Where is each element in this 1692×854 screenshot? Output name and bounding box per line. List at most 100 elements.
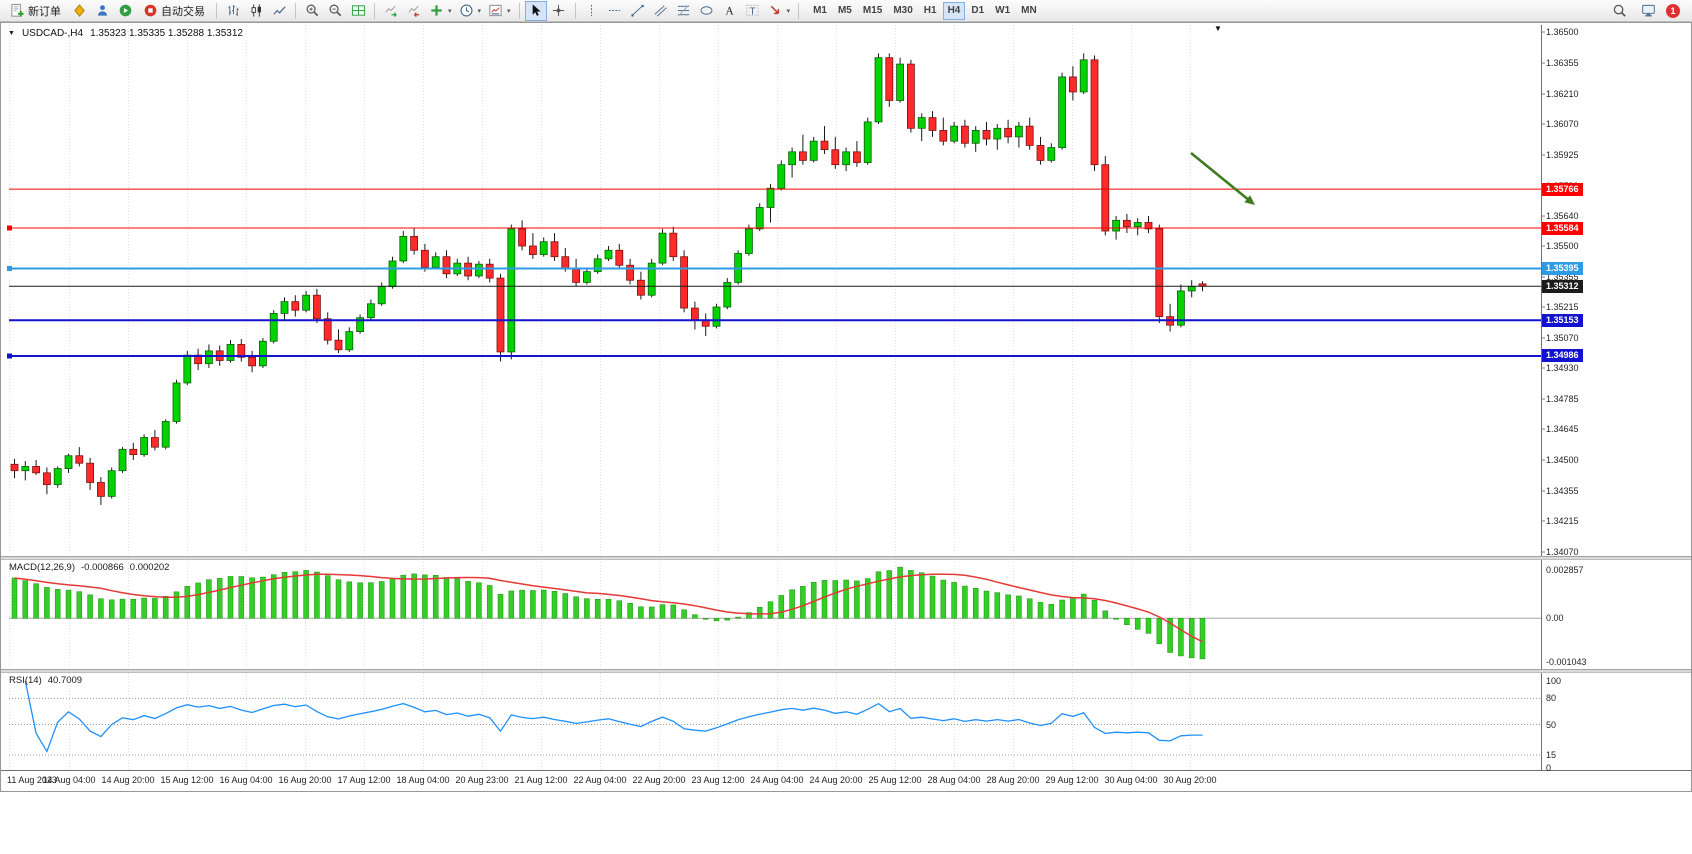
timeframe-button-m1[interactable]: M1 — [808, 2, 832, 20]
timeframe-button-h1[interactable]: H1 — [919, 2, 942, 20]
text-button[interactable]: A — [719, 1, 741, 21]
vertical-line-icon — [584, 3, 599, 18]
chart-title: ▼ USDCAD-,H4 1.35323 1.35335 1.35288 1.3… — [8, 28, 243, 39]
toolbar-right-group: 1 — [1608, 1, 1688, 21]
channel-icon — [653, 3, 668, 18]
price-axis-tick: 1.34785 — [1546, 394, 1579, 404]
chart-symbol-period: USDCAD-,H4 — [21, 28, 84, 39]
price-axis-tick: 1.35070 — [1546, 333, 1579, 344]
macd-name: MACD(12,26,9) — [9, 562, 75, 573]
price-line-badge: 1.35766 — [1542, 182, 1583, 196]
rsi-level-label: 50 — [1546, 719, 1557, 730]
time-axis-label: 24 Aug 20:00 — [809, 775, 863, 785]
gold-diamond-icon — [72, 3, 87, 18]
search-button[interactable] — [1608, 1, 1630, 21]
horizontal-line-button[interactable] — [604, 1, 626, 21]
rsi-level-label: 100 — [1546, 676, 1562, 686]
timeframe-button-m15[interactable]: M15 — [858, 2, 887, 20]
current-price-badge: 1.35312 — [1542, 279, 1583, 293]
chart-window[interactable]: ▼ USDCAD-,H4 1.35323 1.35335 1.35288 1.3… — [0, 22, 1692, 792]
new-order-button[interactable]: 新订单 — [4, 1, 67, 21]
tile-windows-button[interactable] — [347, 1, 369, 21]
zoom-in-button[interactable] — [301, 1, 323, 21]
new-order-label: 新订单 — [28, 5, 61, 18]
time-axis-label: 24 Aug 04:00 — [750, 775, 804, 785]
toolbar-separator — [798, 2, 800, 19]
autotrading-stop-icon — [143, 3, 158, 18]
pane-separator[interactable] — [1, 556, 1691, 560]
chart-shift-button[interactable] — [403, 1, 425, 21]
crosshair-button[interactable] — [548, 1, 570, 21]
grid-lines — [9, 25, 1545, 770]
line-chart-button[interactable] — [268, 1, 290, 21]
time-axis-label: 16 Aug 20:00 — [278, 775, 332, 785]
price-axis-tick: 1.34355 — [1546, 486, 1579, 497]
template-icon — [488, 3, 503, 18]
timeframe-button-mn[interactable]: MN — [1016, 2, 1042, 20]
trendline-button[interactable] — [627, 1, 649, 21]
clock-icon — [459, 3, 474, 18]
indicators-button[interactable]: ▾ — [426, 1, 455, 21]
timeframe-button-w1[interactable]: W1 — [990, 2, 1015, 20]
time-axis-label: 28 Aug 04:00 — [927, 775, 981, 785]
ohlc-bars-icon — [226, 3, 241, 18]
time-axis-label: 30 Aug 04:00 — [1104, 775, 1158, 785]
price-axis-tick: 1.34070 — [1546, 547, 1579, 558]
timeframe-button-h4[interactable]: H4 — [942, 1, 966, 20]
zoom-out-icon — [328, 3, 343, 18]
macd-histogram — [9, 566, 1541, 660]
desktop-button[interactable] — [1637, 1, 1659, 21]
one-click-trading-toggle[interactable]: ▼ — [8, 30, 15, 37]
axis-frame — [1, 25, 1691, 771]
chevron-down-icon: ▾ — [507, 7, 511, 15]
indicators-plus-icon — [429, 3, 444, 18]
time-axis[interactable]: 11 Aug 2023 14 Aug 04:00 14 Aug 20:00 15 Au… — [1, 770, 1691, 791]
candlestick-series — [10, 53, 1207, 505]
zoom-out-button[interactable] — [324, 1, 346, 21]
metaeditor-button[interactable] — [68, 1, 90, 21]
periods-button[interactable]: ▾ — [456, 1, 485, 21]
price-axis-tick: 1.35215 — [1546, 301, 1579, 312]
toolbar-separator — [216, 2, 217, 19]
timeframe-button-d1[interactable]: D1 — [966, 2, 989, 20]
price-axis-tick: 1.35355 — [1546, 272, 1579, 283]
time-axis-label: 14 Aug 20:00 — [101, 775, 155, 785]
macd-axis-max: 0.002857 — [1546, 565, 1584, 575]
person-icon — [95, 3, 110, 18]
pane-separator[interactable] — [1, 669, 1691, 673]
chart-shift-marker[interactable]: ▼ — [1214, 24, 1222, 33]
time-axis-label: 28 Aug 20:00 — [986, 775, 1040, 785]
autotrading-button[interactable]: 自动交易 — [137, 1, 211, 21]
timeframe-button-m5[interactable]: M5 — [833, 2, 857, 20]
toolbar-separator — [518, 2, 520, 19]
toolbar-separator — [574, 2, 576, 19]
fibonacci-button[interactable] — [673, 1, 695, 21]
notification-badge[interactable]: 1 — [1666, 3, 1680, 18]
candlestick-chart-button[interactable] — [245, 1, 267, 21]
timeframe-button-m30[interactable]: M30 — [888, 2, 917, 20]
price-line-badge: 1.35584 — [1542, 221, 1583, 235]
price-axis-tick: 1.34645 — [1546, 423, 1579, 434]
bar-chart-button[interactable] — [222, 1, 244, 21]
text-label-button[interactable]: T — [742, 1, 764, 21]
rsi-level-label: 80 — [1546, 693, 1557, 704]
macd-indicator-label: MACD(12,26,9) -0.000866 0.000202 — [9, 562, 169, 573]
market-watch-button[interactable] — [91, 1, 113, 21]
chart-canvas[interactable] — [1, 23, 1691, 791]
price-axis[interactable]: 1.36500 1.36355 1.36210 1.36070 1.35925 1.357… — [1541, 23, 1691, 773]
templates-button[interactable]: ▾ — [485, 1, 514, 21]
vertical-line-button[interactable] — [581, 1, 603, 21]
rsi-pane — [9, 697, 1541, 756]
shapes-button[interactable] — [696, 1, 718, 21]
strategy-tester-button[interactable] — [114, 1, 136, 21]
cursor-button[interactable] — [524, 0, 547, 21]
time-axis-label: 11 Aug 2023 — [7, 775, 57, 785]
arrows-button[interactable]: ▾ — [765, 1, 794, 21]
price-axis-tick: 1.35500 — [1546, 241, 1579, 251]
arrow-tool-icon — [768, 3, 783, 18]
price-axis-tick: 1.35640 — [1546, 211, 1579, 222]
time-axis-label: 22 Aug 04:00 — [573, 775, 627, 785]
channel-button[interactable] — [650, 1, 672, 21]
price-axis-tick: 1.35925 — [1546, 150, 1579, 161]
auto-scroll-button[interactable] — [380, 1, 402, 21]
